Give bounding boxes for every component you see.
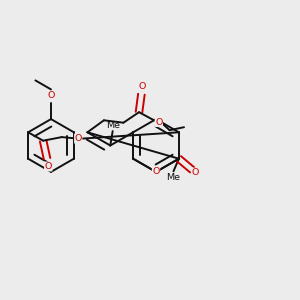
Text: O: O bbox=[74, 134, 82, 143]
Text: Me: Me bbox=[167, 173, 181, 182]
Text: O: O bbox=[155, 118, 163, 127]
Text: Me: Me bbox=[106, 121, 120, 130]
Text: O: O bbox=[152, 167, 160, 176]
Text: O: O bbox=[192, 168, 199, 177]
Text: O: O bbox=[47, 92, 55, 100]
Text: O: O bbox=[139, 82, 146, 91]
Text: O: O bbox=[44, 162, 52, 171]
